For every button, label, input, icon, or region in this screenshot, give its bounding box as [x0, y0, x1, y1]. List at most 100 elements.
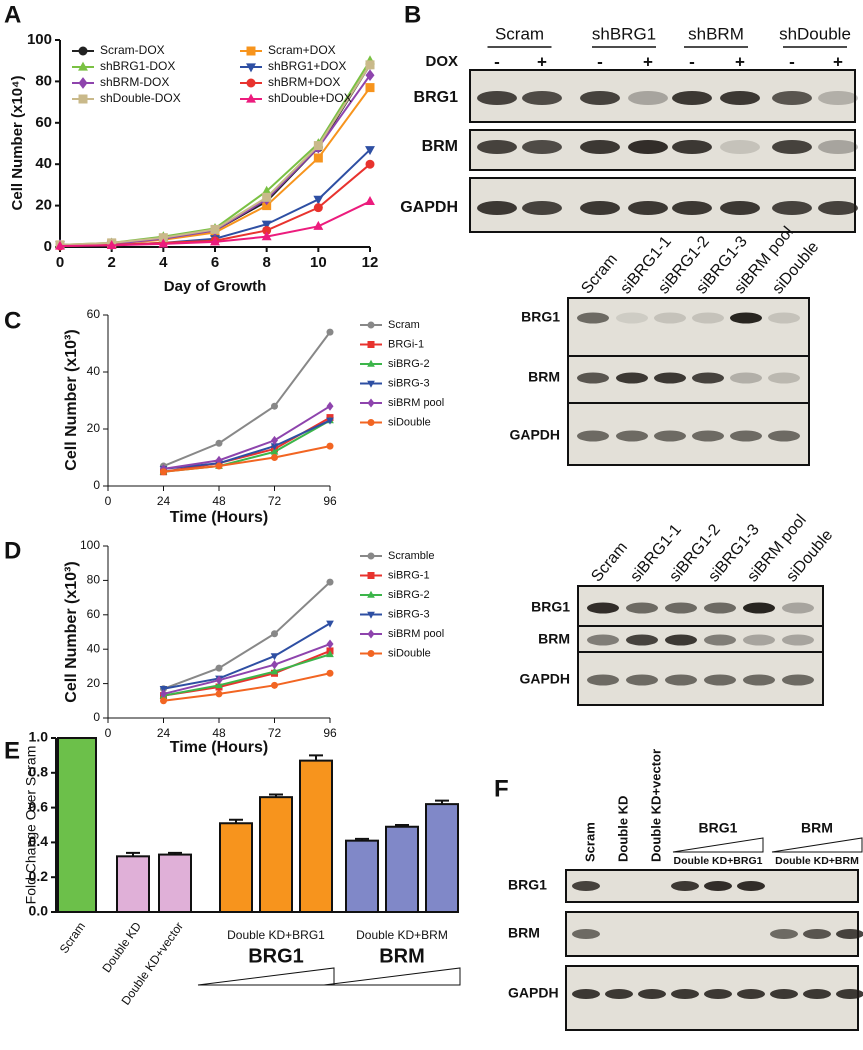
group-label: BRM	[801, 820, 833, 836]
marker	[367, 341, 375, 348]
marker	[246, 78, 256, 88]
y-tick-label: 0.4	[29, 833, 49, 849]
group-label: shBRG1	[592, 24, 656, 43]
band	[803, 989, 831, 999]
y-tick-label: 100	[80, 538, 100, 552]
marker	[160, 468, 167, 476]
marker	[210, 224, 220, 234]
y-tick-label: 60	[87, 607, 101, 621]
marker	[78, 61, 88, 71]
band	[772, 91, 812, 105]
error-bar	[355, 837, 369, 841]
band	[768, 312, 800, 324]
marker	[271, 435, 278, 445]
legend-label: shDouble-DOX	[100, 91, 181, 105]
band	[768, 430, 800, 442]
band	[605, 989, 633, 999]
x-tick-label: 72	[268, 494, 282, 508]
marker	[367, 552, 375, 560]
band	[782, 674, 814, 686]
blot-row	[577, 625, 824, 653]
x-tick-label: 2	[107, 254, 115, 271]
bar	[259, 796, 293, 913]
marker	[326, 639, 334, 649]
band	[692, 372, 724, 384]
marker	[326, 328, 334, 336]
x-tick-label: Double KD+BRG1	[227, 928, 325, 942]
bar	[158, 853, 192, 914]
marker	[326, 669, 334, 677]
marker	[261, 231, 272, 241]
y-tick-label: 60	[87, 307, 101, 321]
marker	[271, 454, 278, 461]
band	[572, 881, 600, 891]
marker	[215, 455, 223, 465]
group-sublabel: Double KD+BRM	[775, 855, 859, 867]
band	[704, 634, 736, 646]
marker	[270, 447, 279, 455]
marker	[78, 77, 88, 89]
band	[743, 634, 775, 646]
error-bar	[269, 793, 283, 798]
lane-label: +	[735, 52, 745, 71]
marker	[160, 689, 167, 699]
legend-label: shBRG1+DOX	[268, 59, 346, 73]
band	[587, 602, 619, 614]
marker	[160, 697, 167, 705]
legend-label: siBRM pool	[388, 397, 444, 409]
group-sublabel: Double KD+BRG1	[674, 855, 763, 867]
band	[522, 201, 562, 215]
series-line	[163, 445, 331, 473]
marker	[246, 46, 256, 56]
group-label: Scram	[495, 24, 544, 43]
series-line	[163, 672, 331, 702]
marker	[262, 192, 272, 202]
marker	[215, 675, 223, 685]
legend-label: siDouble	[388, 647, 431, 659]
lane-label: Scram	[588, 539, 631, 585]
row-label: GAPDH	[509, 427, 560, 443]
legend-label: Scram	[388, 319, 420, 331]
ramp	[323, 967, 461, 986]
legend-label: shBRM-DOX	[100, 75, 169, 89]
band	[665, 602, 697, 614]
band	[572, 989, 600, 999]
lane-label: Double KD+vector	[648, 749, 663, 862]
marker	[55, 240, 65, 250]
band	[638, 989, 666, 999]
bar	[425, 803, 459, 913]
row-label: BRM	[508, 925, 540, 941]
marker	[367, 359, 375, 367]
band	[654, 430, 686, 442]
legend-label: Scramble	[388, 550, 434, 562]
band	[580, 201, 620, 215]
band	[580, 91, 620, 105]
y-axis-title: Fold Change Over Scram	[23, 746, 39, 905]
band	[628, 91, 668, 105]
x-tick-label: 96	[323, 726, 337, 740]
band	[522, 91, 562, 105]
band	[580, 140, 620, 154]
marker	[365, 83, 375, 93]
x-tick-label: 48	[212, 726, 226, 740]
marker	[367, 572, 375, 579]
marker	[365, 69, 375, 82]
band	[704, 674, 736, 686]
panel-label: B	[404, 1, 421, 28]
series-line	[59, 87, 371, 246]
band	[782, 634, 814, 646]
band	[720, 201, 760, 215]
y-tick-label: 80	[35, 72, 52, 89]
band	[704, 881, 732, 891]
band	[704, 989, 732, 999]
panel-label: F	[494, 775, 509, 802]
band	[720, 140, 760, 154]
group-label: BRM	[379, 945, 425, 967]
band	[836, 989, 863, 999]
marker	[271, 681, 278, 689]
marker	[106, 239, 117, 249]
legend-label: shDouble+DOX	[268, 91, 352, 105]
y-tick-label: 0	[93, 478, 100, 492]
marker	[367, 590, 375, 598]
group-label: BRG1	[248, 945, 304, 967]
